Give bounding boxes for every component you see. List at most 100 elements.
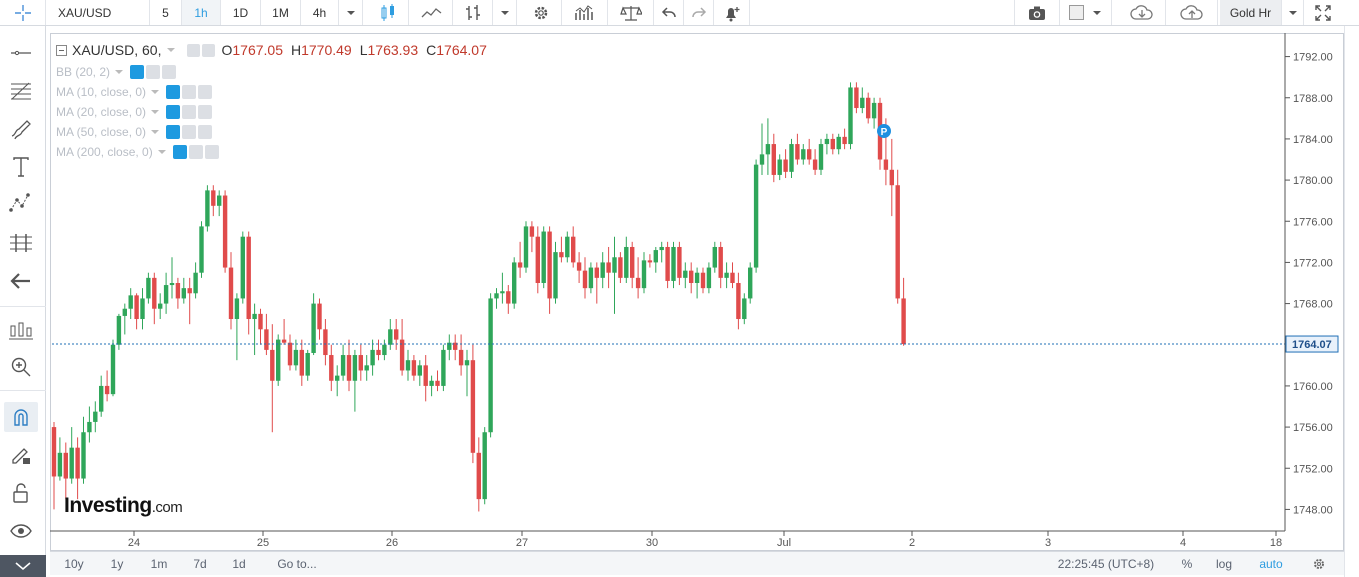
chevron-down-icon bbox=[167, 48, 176, 52]
range-10y[interactable]: 10y bbox=[54, 552, 94, 575]
settings-button[interactable] bbox=[520, 0, 562, 25]
fib-tool[interactable] bbox=[4, 76, 38, 106]
cloud-upload-icon bbox=[1179, 4, 1203, 20]
gear-icon[interactable] bbox=[188, 145, 203, 159]
pencil-lock-icon bbox=[12, 448, 30, 464]
range-1m[interactable]: 1m bbox=[140, 552, 178, 575]
alert-button[interactable] bbox=[714, 0, 750, 25]
auto-toggle[interactable]: auto bbox=[1250, 552, 1292, 575]
indicator-row-bb: BB (20, 2) bbox=[56, 65, 177, 79]
eye-icon[interactable] bbox=[130, 65, 145, 79]
snapshot-button[interactable] bbox=[1014, 0, 1060, 25]
stay-in-drawing-tool[interactable] bbox=[4, 440, 38, 470]
log-toggle[interactable]: log bbox=[1208, 552, 1240, 575]
range-label: 1d bbox=[232, 556, 246, 571]
ohlc-row: XAU/USD, 60, O 1767.05 H 1770.49 L 1763.93 … bbox=[56, 42, 487, 58]
indicator-row-ma200: MA (200, close, 0) bbox=[56, 145, 219, 159]
load-layout-button[interactable] bbox=[1118, 0, 1166, 25]
gear-icon[interactable] bbox=[146, 65, 161, 79]
zoom-in-icon bbox=[11, 357, 31, 377]
style-dropdown[interactable] bbox=[493, 0, 517, 25]
lock-tool[interactable] bbox=[4, 478, 38, 508]
brush-tool[interactable] bbox=[4, 114, 38, 144]
legend-symbol: XAU/USD, 60, bbox=[72, 42, 162, 58]
redo-button[interactable] bbox=[684, 0, 714, 25]
visibility-tool[interactable] bbox=[4, 516, 38, 546]
area-style-button[interactable] bbox=[409, 0, 453, 25]
interval-1d[interactable]: 1D bbox=[221, 0, 261, 25]
chevron-down-icon bbox=[151, 130, 160, 134]
crosshair-icon[interactable] bbox=[0, 0, 46, 25]
gear-icon[interactable] bbox=[202, 43, 216, 57]
interval-1m[interactable]: 1M bbox=[261, 0, 301, 25]
close-icon[interactable] bbox=[198, 125, 213, 139]
forecast-tool[interactable] bbox=[4, 316, 38, 346]
range-7d[interactable]: 7d bbox=[182, 552, 218, 575]
candles-style-button[interactable] bbox=[367, 0, 409, 25]
redo-icon bbox=[691, 6, 706, 17]
zoom-tool[interactable] bbox=[4, 352, 38, 382]
indicator-label: MA (50, close, 0) bbox=[56, 125, 147, 139]
trend-line-tool[interactable] bbox=[4, 38, 38, 68]
timezone-selector[interactable]: Gold Hr bbox=[1220, 0, 1282, 25]
gear-icon bbox=[1314, 558, 1324, 569]
close-icon[interactable] bbox=[198, 105, 213, 119]
pattern-tool[interactable] bbox=[4, 188, 38, 218]
color-picker-button[interactable] bbox=[1060, 0, 1112, 25]
high-value: 1770.49 bbox=[301, 42, 352, 58]
close-icon[interactable] bbox=[162, 65, 177, 79]
eye-icon[interactable] bbox=[166, 125, 181, 139]
arrow-left-icon bbox=[10, 273, 30, 289]
interval-1h[interactable]: 1h bbox=[182, 0, 221, 25]
goto-date-button[interactable]: Go to... bbox=[264, 552, 330, 575]
clock-label: 22:25:45 (UTC+8) bbox=[1057, 556, 1155, 571]
range-1y[interactable]: 1y bbox=[98, 552, 136, 575]
color-swatch bbox=[1069, 5, 1084, 20]
open-label: O bbox=[221, 42, 233, 58]
undo-button[interactable] bbox=[654, 0, 684, 25]
gear-icon[interactable] bbox=[182, 85, 197, 99]
interval-dropdown[interactable] bbox=[339, 0, 363, 25]
gear-icon bbox=[534, 6, 547, 19]
close-value: 1764.07 bbox=[436, 42, 487, 58]
back-tool[interactable] bbox=[4, 266, 38, 296]
interval-5[interactable]: 5 bbox=[150, 0, 182, 25]
axis-settings-button[interactable] bbox=[1306, 552, 1332, 575]
close-icon[interactable] bbox=[204, 145, 219, 159]
chart-panel[interactable] bbox=[50, 33, 1344, 551]
measure-tool[interactable] bbox=[4, 228, 38, 258]
close-icon[interactable] bbox=[198, 85, 213, 99]
eye-icon[interactable] bbox=[187, 43, 201, 57]
indicator-row-ma50: MA (50, close, 0) bbox=[56, 125, 213, 139]
bars-style-button[interactable] bbox=[453, 0, 493, 25]
eye-icon[interactable] bbox=[172, 145, 187, 159]
pattern-icon bbox=[9, 193, 30, 212]
eye-icon[interactable] bbox=[166, 85, 181, 99]
interval-4h-label: 4h bbox=[312, 5, 327, 20]
collapse-legend-icon[interactable] bbox=[56, 44, 67, 56]
magnet-tool[interactable] bbox=[4, 402, 38, 432]
gear-icon[interactable] bbox=[182, 105, 197, 119]
compare-button[interactable] bbox=[608, 0, 654, 25]
close-label: C bbox=[426, 42, 437, 58]
eye-icon[interactable] bbox=[166, 105, 181, 119]
cloud-download-icon bbox=[1129, 4, 1153, 20]
indicator-label: MA (200, close, 0) bbox=[56, 145, 153, 159]
eye-icon bbox=[10, 524, 32, 538]
drawing-toolbar bbox=[0, 26, 46, 577]
projection-icon bbox=[10, 234, 32, 252]
fullscreen-button[interactable] bbox=[1304, 0, 1342, 25]
indicators-button[interactable] bbox=[562, 0, 608, 25]
symbol-search[interactable]: XAU/USD bbox=[46, 0, 150, 25]
collapse-sidebar-button[interactable] bbox=[0, 555, 46, 577]
range-1d[interactable]: 1d bbox=[222, 552, 256, 575]
interval-4h[interactable]: 4h bbox=[301, 0, 339, 25]
right-scrollbar[interactable] bbox=[1344, 26, 1359, 577]
indicator-label: BB (20, 2) bbox=[56, 65, 111, 79]
save-layout-button[interactable] bbox=[1166, 0, 1218, 25]
ohlc-bars-icon bbox=[465, 4, 480, 20]
percent-toggle[interactable]: % bbox=[1172, 552, 1202, 575]
text-tool[interactable] bbox=[4, 152, 38, 182]
timezone-dropdown[interactable] bbox=[1282, 0, 1304, 25]
gear-icon[interactable] bbox=[182, 125, 197, 139]
